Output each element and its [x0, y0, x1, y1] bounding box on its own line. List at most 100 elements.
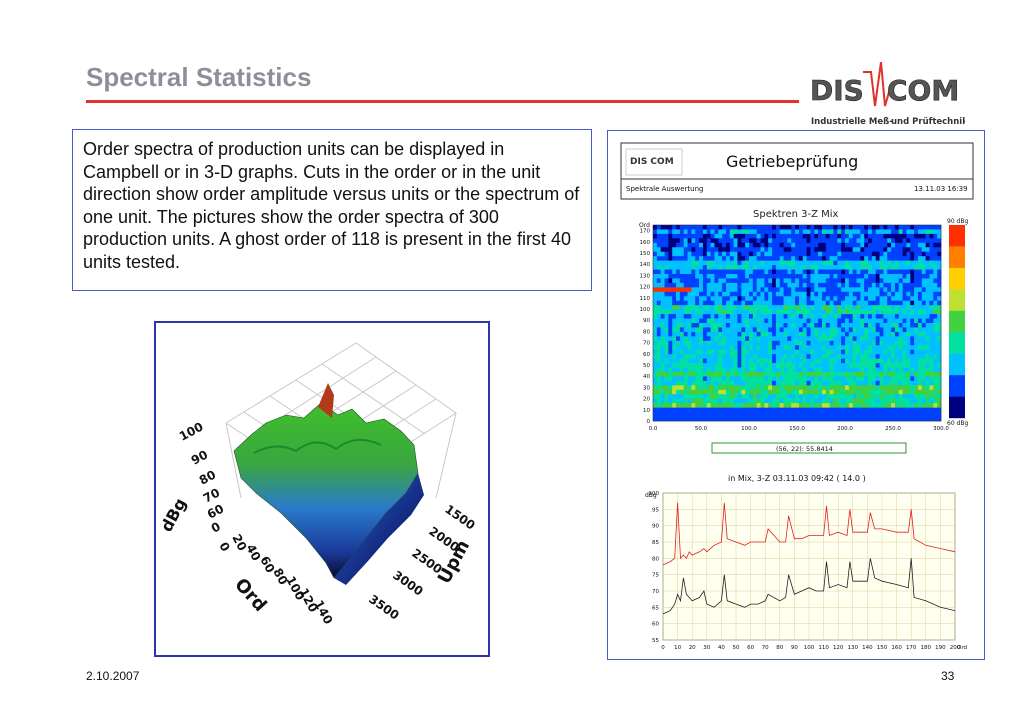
heatmap-cell: [902, 358, 907, 364]
heatmap-cell: [860, 380, 865, 386]
heatmap-cell: [676, 412, 681, 417]
heatmap-cell: [791, 363, 796, 368]
heatmap-cell: [741, 282, 746, 288]
heatmap-cell: [875, 229, 880, 235]
heatmap-cell: [695, 287, 700, 293]
heatmap-cell: [887, 354, 892, 359]
heatmap-cell: [875, 323, 880, 328]
heatmap-cell: [710, 412, 715, 417]
heatmap-cell: [679, 300, 685, 306]
heatmap-cell: [798, 318, 804, 324]
heatmap-cell: [672, 282, 677, 288]
heatmap-cell: [791, 238, 796, 244]
heatmap-cell: [725, 238, 731, 244]
heatmap-cell: [818, 403, 823, 408]
heatmap-cell: [818, 407, 823, 413]
heatmap-cell: [653, 296, 658, 302]
heatmap-cell: [818, 318, 823, 324]
heatmap-cell: [768, 287, 773, 293]
heatmap-cell: [798, 287, 804, 293]
heatmap-cell: [722, 278, 727, 284]
heatmap-cell: [718, 278, 723, 284]
heatmap-cell: [772, 247, 777, 253]
heatmap-cell: [756, 323, 761, 328]
heatmap-cell: [814, 416, 819, 422]
heatmap-cell: [791, 269, 796, 275]
heatmap-cell: [756, 251, 761, 257]
heatmap-cell: [848, 336, 853, 342]
heatmap-cell: [783, 349, 788, 355]
heatmap-cell: [772, 291, 777, 297]
heatmap-cell: [894, 296, 900, 302]
heatmap-cell: [729, 314, 734, 319]
heatmap-cell: [894, 385, 900, 391]
heatmap-cell: [737, 385, 742, 391]
heatmap-cell: [714, 389, 719, 395]
heatmap-cell: [756, 247, 761, 253]
heatmap-cell: [783, 318, 788, 324]
heatmap-cell: [833, 363, 838, 368]
heatmap-cell: [653, 229, 658, 235]
heatmap-cell: [841, 336, 846, 342]
heatmap-cell: [764, 389, 769, 395]
heatmap-cell: [741, 225, 746, 230]
heatmap-cell: [679, 367, 685, 373]
heatmap-cell: [868, 385, 873, 391]
heatmap-cell: [898, 398, 903, 404]
heatmap-cell: [772, 416, 777, 422]
heatmap-cell: [891, 358, 896, 364]
heatmap-cell: [687, 331, 692, 337]
heatmap-cell: [783, 242, 788, 248]
heatmap-cell: [937, 291, 942, 297]
heatmap-cell: [841, 349, 846, 355]
heatmap-cell: [914, 412, 919, 417]
heatmap-cell: [764, 282, 769, 288]
heatmap-cell: [729, 291, 734, 297]
heatmap-cell: [841, 291, 846, 297]
heatmap-cell: [887, 233, 892, 239]
heatmap-cell: [752, 336, 757, 342]
heatmap-cell: [745, 349, 750, 355]
heatmap-cell: [883, 296, 888, 302]
heatmap-cell: [829, 340, 834, 346]
heatmap-cell: [779, 247, 784, 253]
heatmap-cell: [733, 291, 738, 297]
heatmap-cell: [706, 394, 711, 400]
heatmap-cell: [687, 269, 692, 275]
heatmap-cell: [864, 314, 869, 319]
heatmap-cell: [902, 349, 907, 355]
heatmap-cell: [871, 225, 877, 230]
heatmap-cell: [691, 274, 696, 279]
heatmap-cell: [875, 282, 880, 288]
heatmap-cell: [868, 340, 873, 346]
heatmap-cell: [737, 349, 742, 355]
heatmap-cell: [725, 336, 731, 342]
heatmap-cell: [729, 260, 734, 266]
heatmap-cell: [679, 269, 685, 275]
heatmap-cell: [825, 407, 830, 413]
heatmap-cell: [910, 331, 915, 337]
heatmap-cell: [825, 251, 830, 257]
heatmap-cell: [691, 340, 696, 346]
heatmap-cell: [725, 403, 731, 408]
heatmap-cell: [902, 282, 907, 288]
heatmap-cell: [733, 287, 738, 293]
heatmap-cell: [898, 394, 903, 400]
heatmap-cell: [768, 242, 773, 248]
heatmap-cell: [868, 282, 873, 288]
heatmap-cell: [702, 256, 708, 261]
heatmap-cell: [875, 367, 880, 373]
heatmap-cell: [741, 336, 746, 342]
heatmap-cell: [691, 309, 696, 315]
heatmap-cell: [702, 416, 708, 422]
heatmap-cell: [676, 229, 681, 235]
heatmap-cell: [729, 323, 734, 328]
heatmap-cell: [668, 318, 673, 324]
discom-logo: DIS COM Industrielle Meß- und Prüftechni…: [810, 62, 965, 127]
heatmap-cell: [810, 389, 815, 395]
heatmap-cell: [833, 389, 838, 395]
heatmap-cell: [937, 376, 942, 382]
heatmap-cell: [917, 269, 923, 275]
heatmap-cell: [894, 233, 900, 239]
heatmap-cell: [864, 354, 869, 359]
